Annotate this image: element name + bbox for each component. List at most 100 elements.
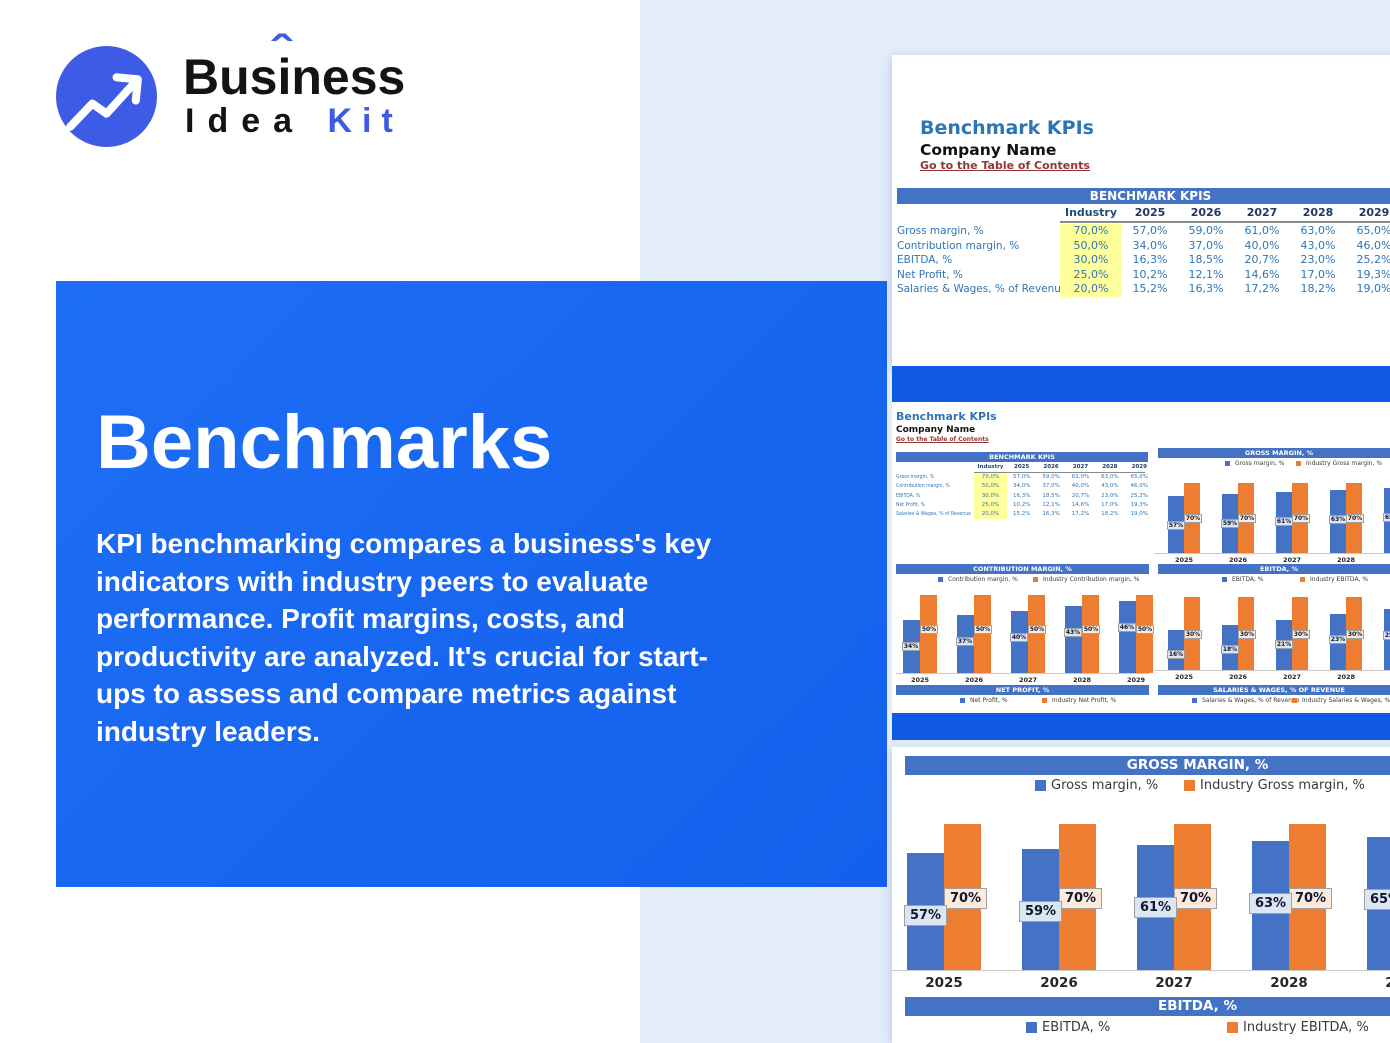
table-header-row: Industry 2025 2026 2027 2028 2029 [896,463,1154,472]
col-year: 2026 [1190,206,1222,219]
legend-swatch-orange [1033,577,1038,582]
cell-industry-value: 30,0% [1060,253,1122,268]
col-year: 2027 [1246,206,1278,219]
legend-swatch-orange [1296,461,1301,466]
cell-year-value: 20,7% [1244,253,1280,267]
category-label: 2027 [1282,673,1302,681]
bar-label: 30% [1346,630,1364,639]
col-year: 2027 [1072,464,1089,470]
cell-year-value: 25,2% [1130,492,1148,499]
category-label: 2025 [1174,556,1194,564]
legend-label: Net Profit, % [970,697,1008,704]
bar-industry-contribution-margin [974,595,991,673]
category-label: 2028 [1270,975,1308,991]
cell-year-value: 63,0% [1101,474,1119,480]
cell-industry-value: 30,0% [974,491,1007,501]
cell-label: Salaries & Wages, % of Revenue [897,283,1060,296]
cell-year-value: 10,2% [1132,267,1168,281]
brand-subtitle: Idea Kit [185,102,403,141]
legend-item: Industry EBITDA, % [1227,1020,1369,1035]
cell-year-value: 43,0% [1300,238,1336,252]
bar-industry-contribution-margin [920,595,937,673]
legend-label: Industry Gross margin, % [1306,460,1383,467]
bar-label: 57% [904,905,947,926]
cell-industry-value: 20,0% [1060,282,1122,297]
legend-item: Contribution margin, % [938,576,1018,583]
legend-swatch-orange [1292,698,1297,703]
legend-item: Gross margin, % [1225,460,1285,467]
category-label: 2029 [1126,676,1146,684]
col-year: 2025 [1014,464,1030,470]
cell-year-value: 23,0% [1300,253,1336,267]
category-label: 2026 [1228,673,1248,681]
hero-title: Benchmarks [96,400,553,485]
category-label: 2028 [1336,556,1356,564]
category-label: 2029 [1383,556,1390,564]
hero-panel: Benchmarks KPI benchmarking compares a b… [56,281,887,887]
legend-label: Industry Gross margin, % [1200,778,1365,793]
cell-label: Salaries & Wages, % of Revenue [896,511,971,518]
chart-title-bar-salaries-wages: SALARIES & WAGES, % OF REVENUE [1158,685,1390,695]
bar-label: 46% [1118,623,1136,632]
bar-industry-contribution-margin [1136,595,1153,673]
cell-label: Contribution margin, % [897,239,1020,252]
cell-year-value: 57,0% [1132,224,1168,237]
bar-label: 21% [1275,640,1293,649]
trend-arrow-icon [56,46,157,147]
cell-year-value: 18,2% [1101,511,1119,518]
legend-swatch-blue [1225,461,1230,466]
bar-industry-contribution-margin [1028,595,1045,673]
bar-contribution-margin [1065,606,1082,673]
table-row: EBITDA, % 30,0% 16,3% 18,5% 20,7% 23,0% … [896,491,1154,501]
col-year: 2029 [1358,206,1390,219]
legend-label: EBITDA, % [1042,1020,1111,1035]
table-row: Contribution margin, % 50,0% 34,0% 37,0%… [896,482,1154,492]
bar-label: 70% [1238,514,1256,523]
bar-label: 63% [1249,893,1292,914]
legend-swatch-orange [1227,1022,1238,1033]
col-industry: Industry [1064,206,1118,219]
legend-swatch-blue [1035,780,1046,791]
table-title-bar: BENCHMARK KPIS [896,452,1148,462]
category-label: 2025 [1174,673,1194,681]
table-header-row: Industry 2025 2026 2027 2028 2029 [897,206,1390,221]
legend-item: Industry Contribution margin, % [1033,576,1139,583]
toc-link[interactable]: Go to the Table of Contents [920,159,1090,172]
brand-subtitle-kit: Kit [327,102,403,140]
legend-swatch-orange [1300,577,1305,582]
cell-year-value: 43,0% [1101,483,1119,490]
cell-label: Gross margin, % [897,225,984,237]
bar-label: 65% [1383,513,1390,522]
category-label: 2027 [1282,556,1302,564]
table-row: Salaries & Wages, % of Revenue 20,0% 15,… [896,510,1154,520]
bar-label: 40% [1010,633,1028,642]
dashboard-preview-frame: Benchmark KPIs Company Name Go to the Ta… [892,366,1390,740]
bar-label: 65% [1364,889,1390,910]
legend-item: Net Profit, % [960,697,1008,704]
category-label: 2029 [1385,975,1390,991]
cell-year-value: 25,2% [1356,253,1390,267]
cell-year-value: 19,0% [1356,282,1390,296]
x-axis [892,970,1390,971]
toc-link-mini[interactable]: Go to the Table of Contents [896,436,989,443]
bar-label: 37% [956,637,974,646]
legend-label: Salaries & Wages, % of Revenue [1202,697,1300,704]
x-axis [896,673,1149,674]
bar-label: 70% [1184,514,1202,523]
chart-title-bar-ebitda: EBITDA, % [905,997,1390,1016]
category-label: 2025 [925,975,963,991]
bar-label: 43% [1064,628,1082,637]
table-row: Net Profit, % 25,0% 10,2% 12,1% 14,6% 17… [896,500,1154,511]
cell-year-value: 46,0% [1356,238,1390,252]
cell-industry-value: 25,0% [1060,267,1122,283]
table-row: Gross margin, % 70,0% 57,0% 59,0% 61,0% … [896,473,1154,483]
cell-year-value: 63,0% [1300,224,1336,237]
legend-item: Industry Gross margin, % [1184,778,1365,793]
legend-label: Industry Net Profit, % [1052,697,1117,704]
cell-year-value: 15,2% [1012,511,1031,518]
bar-label: 50% [1028,625,1046,634]
chart-title-bar-contribution-margin: CONTRIBUTION MARGIN, % [896,564,1149,574]
bar-label: 16% [1167,650,1185,659]
cell-year-value: 15,2% [1132,282,1168,296]
cell-label: Net Profit, % [896,501,925,508]
